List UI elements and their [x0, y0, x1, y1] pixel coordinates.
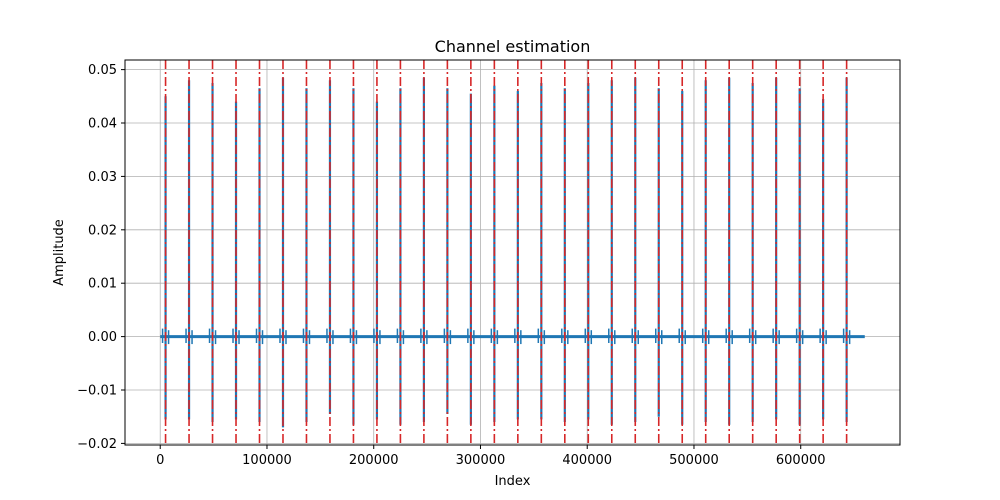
y-axis-title: Amplitude [52, 219, 67, 286]
y-tick-label-7: 0.05 [88, 63, 117, 78]
x-tick-label-5: 500000 [669, 453, 719, 468]
y-tick-label-4: 0.02 [88, 223, 117, 238]
x-tick-label-0: 0 [156, 453, 164, 468]
x-tick-label-1: 100000 [242, 453, 292, 468]
y-tick-label-2: 0.00 [88, 330, 117, 345]
y-tick-label-0: −0.02 [77, 437, 117, 452]
y-tick-label-5: 0.03 [88, 170, 117, 185]
x-axis-title: Index [495, 474, 531, 489]
x-tick-label-4: 400000 [562, 453, 612, 468]
chart-title: Channel estimation [435, 37, 591, 56]
y-tick-label-1: −0.01 [77, 384, 117, 399]
x-axis-ticks: 0 100000 200000 300000 400000 500000 600000 [156, 445, 826, 468]
y-axis-ticks: −0.02 −0.01 0.00 0.01 0.02 0.03 0.04 0.05 [77, 63, 125, 452]
plot-frame [124, 59, 901, 446]
y-tick-label-3: 0.01 [88, 277, 117, 292]
x-tick-label-2: 200000 [349, 453, 399, 468]
marker-lines [164, 60, 848, 445]
x-tick-label-3: 300000 [456, 453, 506, 468]
x-tick-label-6: 600000 [776, 453, 826, 468]
y-tick-label-6: 0.04 [88, 117, 117, 132]
